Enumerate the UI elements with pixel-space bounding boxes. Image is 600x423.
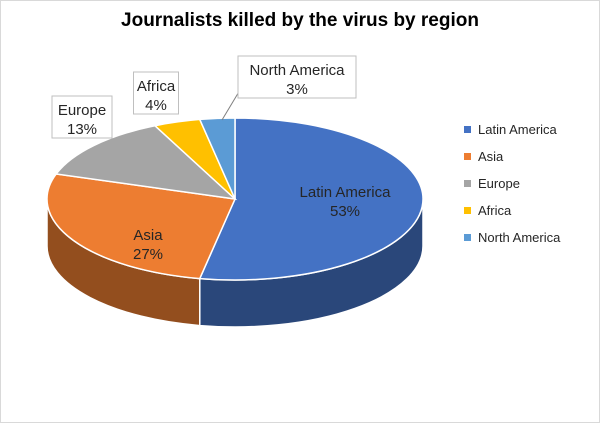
data-label-box bbox=[133, 71, 179, 115]
legend-label: Asia bbox=[478, 149, 504, 164]
data-label-value: 53% bbox=[330, 203, 360, 220]
legend-label: Africa bbox=[478, 203, 512, 218]
data-label-box bbox=[51, 95, 113, 139]
leader-line bbox=[221, 89, 241, 121]
pie-slice-asia bbox=[46, 173, 237, 280]
legend-item-latin-america: Latin America bbox=[464, 116, 560, 143]
chart-title: Journalists killed by the virus by regio… bbox=[121, 10, 479, 31]
data-label-north-america: North America 3% bbox=[237, 55, 357, 99]
data-label-category: Africa bbox=[137, 78, 176, 95]
pie-slice-latin-america bbox=[198, 117, 424, 281]
data-label-category: North America bbox=[249, 62, 345, 79]
data-label-value: 13% bbox=[67, 121, 97, 138]
legend: Latin America Asia Europe Africa North A… bbox=[464, 116, 560, 251]
data-label-category: Latin America bbox=[300, 184, 392, 201]
data-label-value: 4% bbox=[145, 97, 167, 114]
data-label-category: Asia bbox=[133, 227, 163, 244]
data-label-box bbox=[237, 55, 357, 99]
legend-item-asia: Asia bbox=[464, 143, 560, 170]
legend-label: Europe bbox=[478, 176, 520, 191]
data-label-africa: Africa 4% bbox=[133, 71, 179, 115]
legend-item-north-america: North America bbox=[464, 224, 560, 251]
pie-slices bbox=[46, 117, 424, 281]
legend-swatch bbox=[464, 126, 471, 133]
data-label-value: 27% bbox=[133, 246, 163, 263]
data-label-value: 3% bbox=[286, 81, 308, 98]
legend-swatch bbox=[464, 207, 471, 214]
data-label-category: Europe bbox=[58, 102, 106, 119]
data-label-europe: Europe 13% bbox=[51, 95, 113, 139]
data-label-latin-america: Latin America 53% bbox=[300, 184, 392, 220]
legend-label: North America bbox=[478, 230, 561, 245]
pie-slice-europe bbox=[54, 124, 238, 201]
legend-item-europe: Europe bbox=[464, 170, 560, 197]
pie-slice-north-america bbox=[198, 117, 236, 200]
legend-swatch bbox=[464, 180, 471, 187]
data-label-asia: Asia 27% bbox=[133, 227, 163, 263]
data-labels: Latin America 53% Asia 27% Europe 13% Africa 4%… bbox=[51, 55, 392, 263]
legend-item-africa: Africa bbox=[464, 197, 560, 224]
legend-label: Latin America bbox=[478, 122, 557, 137]
legend-swatch bbox=[464, 234, 471, 241]
legend-swatch bbox=[464, 153, 471, 160]
